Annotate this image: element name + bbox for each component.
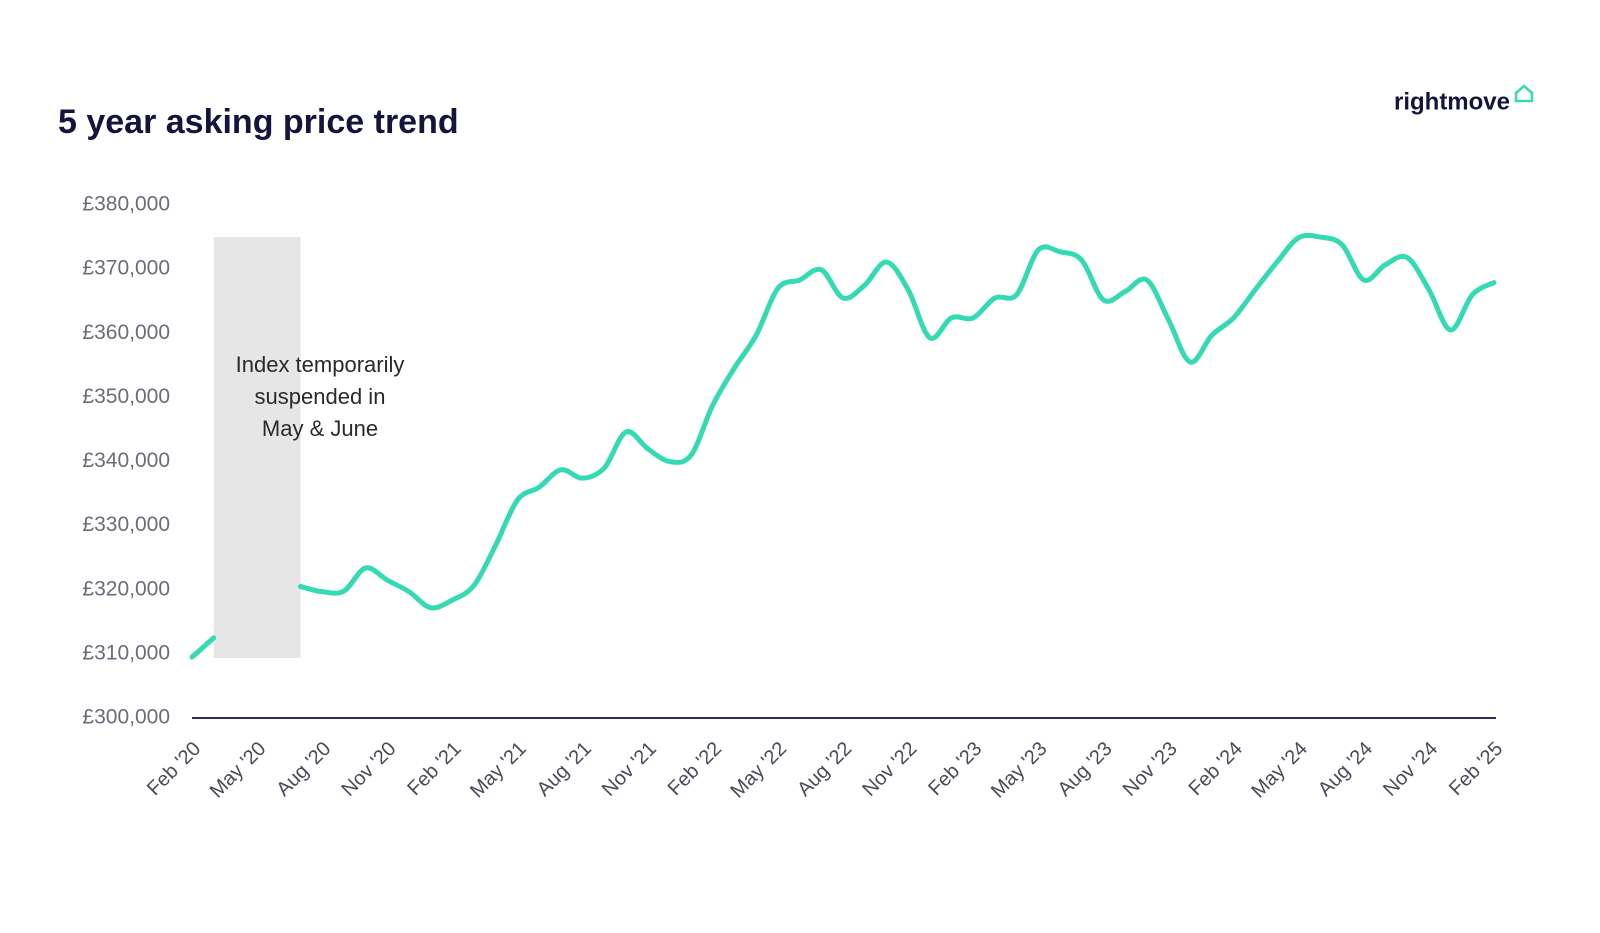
x-tick-label: Aug '24: [1314, 738, 1377, 801]
x-tick-label: Aug '23: [1054, 738, 1117, 801]
price-line: [189, 232, 1497, 660]
x-tick-label: Feb '23: [924, 738, 986, 800]
chart-title: 5 year asking price trend: [58, 103, 459, 141]
x-tick-label: Aug '21: [533, 738, 596, 801]
x-tick-label: Aug '20: [272, 738, 335, 801]
x-tick-label: May '22: [727, 738, 792, 803]
x-tick-label: Feb '20: [143, 738, 205, 800]
annotation: suspended in: [255, 384, 386, 409]
y-tick-label: £380,000: [82, 193, 170, 216]
y-tick-label: £340,000: [82, 449, 170, 472]
x-tick-label: Feb '25: [1445, 738, 1507, 800]
annotation: May & June: [262, 416, 378, 441]
x-tick-label: Nov '23: [1119, 738, 1182, 801]
y-tick-label: £310,000: [82, 641, 170, 664]
x-tick-label: May '20: [206, 738, 271, 803]
x-tick-label: May '21: [466, 738, 531, 803]
x-tick-label: Feb '24: [1185, 738, 1247, 800]
x-tick-label: Feb '22: [664, 738, 726, 800]
x-tick-label: May '24: [1247, 738, 1312, 803]
y-tick-label: £370,000: [82, 257, 170, 280]
logo-icon: [1514, 84, 1534, 103]
annotation: Index temporarily: [236, 352, 405, 377]
x-tick-label: Nov '20: [338, 738, 401, 801]
y-tick-label: £320,000: [82, 577, 170, 600]
suspension-band: [213, 237, 301, 658]
logo: rightmove: [1394, 88, 1510, 115]
x-tick-label: May '23: [987, 738, 1052, 803]
x-tick-label: Feb '21: [403, 738, 465, 800]
y-tick-label: £300,000: [82, 706, 170, 729]
x-tick-label: Nov '22: [858, 738, 921, 801]
y-tick-label: £350,000: [82, 385, 170, 408]
x-tick-label: Nov '24: [1379, 738, 1442, 801]
x-tick-label: Aug '22: [793, 738, 856, 801]
x-tick-label: Nov '21: [598, 738, 661, 801]
y-tick-label: £360,000: [82, 321, 170, 344]
y-tick-label: £330,000: [82, 513, 170, 536]
